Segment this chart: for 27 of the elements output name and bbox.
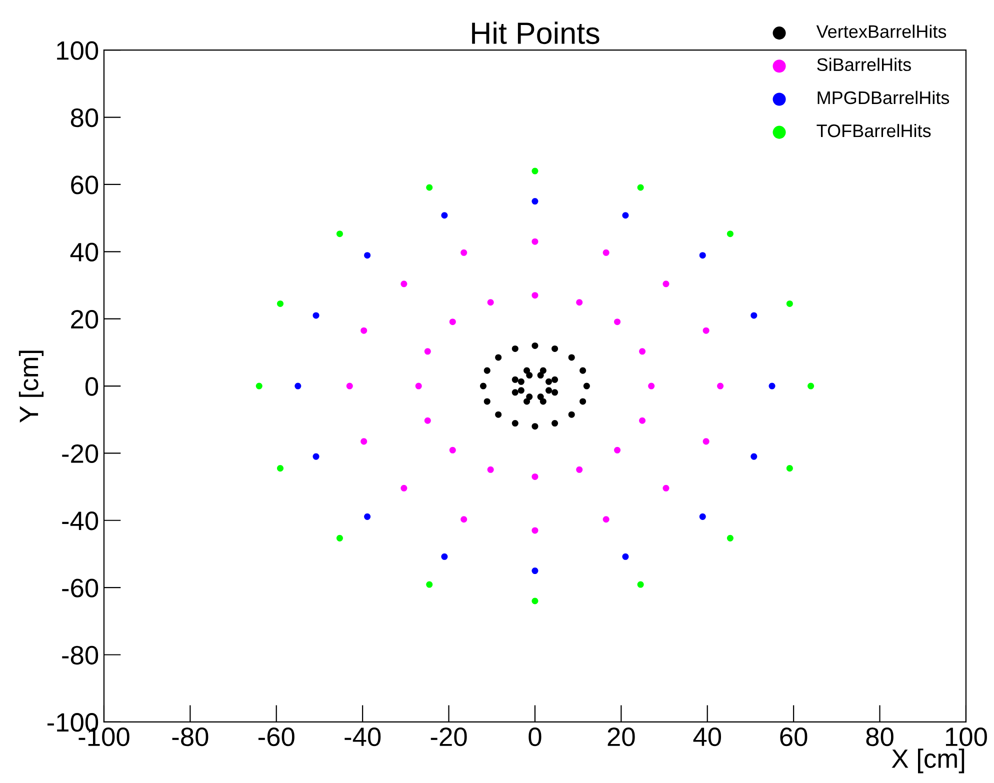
x-tick-label: 80	[866, 727, 894, 746]
x-tick-label: -40	[344, 727, 381, 746]
x-tick-label: -20	[430, 727, 467, 746]
x-tick-label: 60	[780, 727, 808, 746]
x-tick-label: 40	[693, 727, 722, 746]
x-tick-label: 100	[946, 727, 987, 746]
x-tick-label: 20	[608, 727, 635, 746]
chart-title: Hit Points	[472, 22, 600, 44]
y-tick-label: -80	[62, 646, 98, 665]
y-tick-label: 0	[85, 377, 98, 396]
y-tick-label: -20	[62, 444, 98, 464]
y-tick-label: -40	[62, 512, 98, 530]
x-tick-label: -80	[172, 727, 208, 746]
x-tick-label: -60	[258, 727, 294, 746]
y-tick-label: -60	[62, 578, 98, 598]
legend-label: MPGDBarrelHits	[818, 90, 950, 104]
legend-label: SiBarrelHits	[817, 58, 911, 72]
y-tick-label: 60	[71, 176, 98, 194]
y-tick-label: 100	[57, 41, 98, 60]
x-axis-title: X [cm]	[892, 748, 964, 774]
legend-label: TOFBarrelHits	[816, 124, 931, 138]
y-axis-title: Y [cm]	[18, 350, 44, 423]
x-tick-label: 0	[528, 727, 542, 746]
y-tick-label: 40	[70, 242, 98, 262]
y-tick-label: 20	[71, 310, 98, 329]
y-tick-label: 80	[70, 108, 98, 128]
legend-label: VertexBarrelHits	[816, 24, 946, 38]
